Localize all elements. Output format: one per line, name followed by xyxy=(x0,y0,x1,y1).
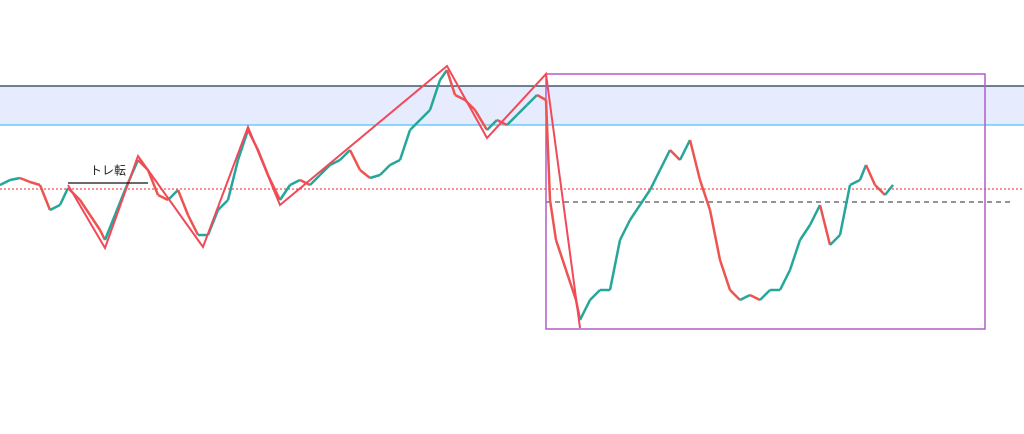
price-segment xyxy=(419,109,431,121)
price-segment xyxy=(808,204,822,226)
price-segment xyxy=(718,259,732,291)
price-segment xyxy=(486,119,498,131)
price-segment xyxy=(829,234,841,246)
price-segment xyxy=(278,184,292,201)
price-segment xyxy=(428,79,442,111)
price-segment xyxy=(339,149,351,161)
annotation-text: トレ転 xyxy=(90,164,126,178)
price-segment xyxy=(849,178,861,187)
price-segment xyxy=(554,239,568,271)
price-segment xyxy=(369,173,381,180)
price-segment xyxy=(98,229,107,241)
price-segment xyxy=(359,169,371,179)
price-segment xyxy=(536,93,547,102)
price-segment xyxy=(379,164,391,176)
price-segment xyxy=(669,149,681,161)
price-segment xyxy=(874,184,886,196)
price-segment xyxy=(19,176,31,184)
price-segment xyxy=(445,69,457,96)
price-segment xyxy=(548,199,558,241)
price-segment xyxy=(0,178,11,187)
price-segment xyxy=(648,169,662,191)
price-segment xyxy=(9,176,21,182)
price-segment xyxy=(759,289,771,301)
price-segment xyxy=(618,219,632,241)
zigzag-line xyxy=(67,64,581,329)
price-segment xyxy=(58,187,70,206)
price-segment xyxy=(864,164,877,186)
price-segment xyxy=(638,189,652,206)
price-segment xyxy=(299,178,311,187)
price-segment xyxy=(739,293,751,302)
price-segment xyxy=(858,164,868,181)
range-box xyxy=(545,73,986,330)
price-segment xyxy=(778,269,792,291)
price-segment xyxy=(226,159,240,201)
price-segment xyxy=(798,224,812,241)
price-segment xyxy=(409,119,421,131)
price-segment xyxy=(688,139,702,181)
price-segment xyxy=(788,239,802,271)
price-segment xyxy=(564,269,578,301)
price-segment xyxy=(628,204,642,221)
price-segment xyxy=(217,199,229,211)
price-segment xyxy=(608,239,622,291)
price-segment xyxy=(329,158,341,167)
price-segment xyxy=(78,199,92,216)
price-segment xyxy=(678,139,692,161)
price-segment xyxy=(398,129,412,161)
price-segment xyxy=(103,214,117,241)
price-segment xyxy=(309,174,321,186)
price-segment xyxy=(29,180,41,187)
price-segment xyxy=(516,104,528,116)
price-segment xyxy=(438,69,449,81)
price-segment xyxy=(473,109,489,131)
price-segment xyxy=(884,184,894,196)
price-segment xyxy=(176,189,190,216)
price-segment xyxy=(589,289,601,301)
price-segment xyxy=(729,289,741,301)
price-segment xyxy=(186,214,200,236)
price-segment xyxy=(38,184,52,211)
price-segment xyxy=(236,129,250,161)
price-segment xyxy=(526,94,538,106)
price-segment xyxy=(454,93,466,102)
price-segment xyxy=(506,114,518,126)
price-segment xyxy=(157,193,169,202)
price-segment xyxy=(658,149,672,171)
price-segment xyxy=(698,179,712,211)
price-segment xyxy=(838,184,852,236)
price-segment xyxy=(49,203,61,212)
price-segment xyxy=(146,169,160,196)
price-segment xyxy=(348,149,362,171)
price-segment xyxy=(708,209,722,261)
price-segment xyxy=(289,178,301,187)
price-segment xyxy=(578,299,592,321)
price-segment xyxy=(749,293,761,302)
price-segment xyxy=(319,164,331,176)
price-segment xyxy=(544,99,552,201)
price-segment xyxy=(167,189,179,201)
price-segment xyxy=(88,214,102,231)
price-segment xyxy=(818,204,832,246)
price-segment xyxy=(389,158,401,167)
